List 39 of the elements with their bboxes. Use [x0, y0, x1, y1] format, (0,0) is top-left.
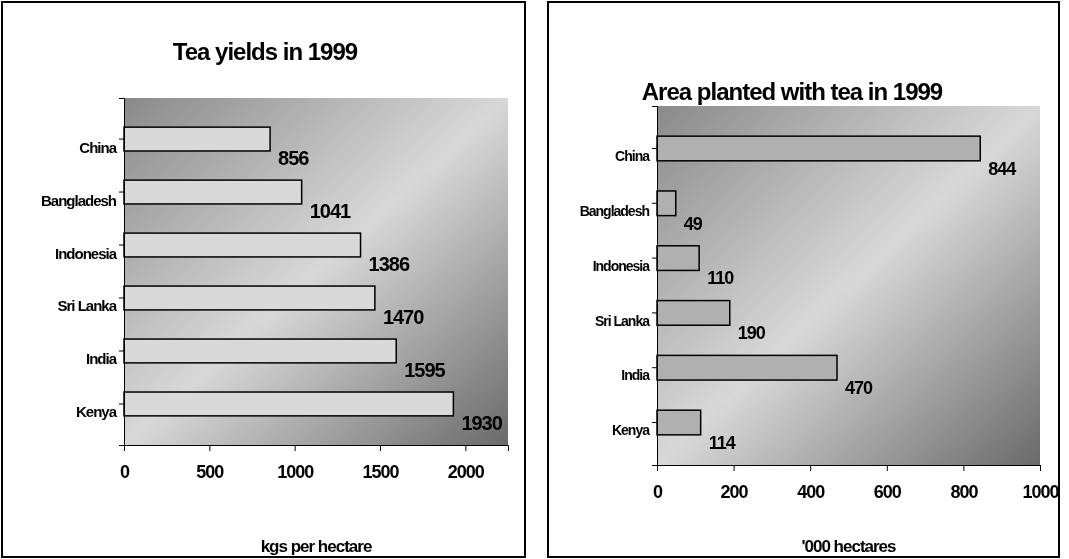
x-tick-label: 0	[119, 461, 130, 482]
x-tick-label: 1000	[1022, 481, 1060, 502]
y-tick-label: Indonesia	[54, 244, 118, 262]
data-label: 1386	[368, 252, 410, 275]
y-tick-label: Sri Lanka	[57, 297, 118, 315]
x-tick-label: 0	[652, 481, 663, 502]
y-tick-label: Sri Lanka	[594, 312, 651, 329]
x-tick-label: 400	[797, 481, 826, 502]
x-tick-label: 2000	[447, 461, 485, 482]
data-label: 190	[737, 323, 766, 344]
data-label: 856	[278, 146, 310, 169]
x-axis-title: '000 hectares	[801, 537, 897, 556]
y-tick-label: India	[621, 367, 651, 384]
y-tick-label: Kenya	[75, 403, 118, 421]
y-tick-label: Indonesia	[592, 257, 651, 274]
x-tick-label: 600	[873, 481, 902, 502]
data-label: 114	[708, 432, 736, 453]
data-label: 1930	[461, 411, 503, 434]
x-tick-label: 1000	[277, 461, 315, 482]
data-label: 844	[988, 158, 1017, 179]
data-label: 49	[683, 213, 703, 234]
y-tick-label: India	[85, 350, 118, 368]
y-tick-label: China	[79, 138, 118, 156]
data-label: 1470	[382, 305, 425, 328]
y-tick-label: Bangladesh	[579, 202, 650, 219]
data-label: 470	[845, 378, 874, 399]
x-tick-label: 1500	[362, 461, 400, 482]
data-label: 1041	[309, 199, 352, 222]
y-tick-label: China	[615, 148, 651, 165]
x-axis-title: kgs per hectare	[260, 537, 372, 556]
chart-title: Area planted with tea in 1999	[641, 78, 943, 105]
x-tick-label: 200	[720, 481, 749, 502]
data-label: 110	[707, 268, 735, 289]
chart-title: Tea yields in 1999	[172, 38, 358, 65]
y-tick-label: Kenya	[611, 422, 651, 439]
data-label: 1595	[404, 358, 446, 381]
y-tick-label: Bangladesh	[40, 191, 117, 209]
x-tick-label: 500	[196, 461, 225, 482]
x-tick-label: 800	[950, 481, 979, 502]
